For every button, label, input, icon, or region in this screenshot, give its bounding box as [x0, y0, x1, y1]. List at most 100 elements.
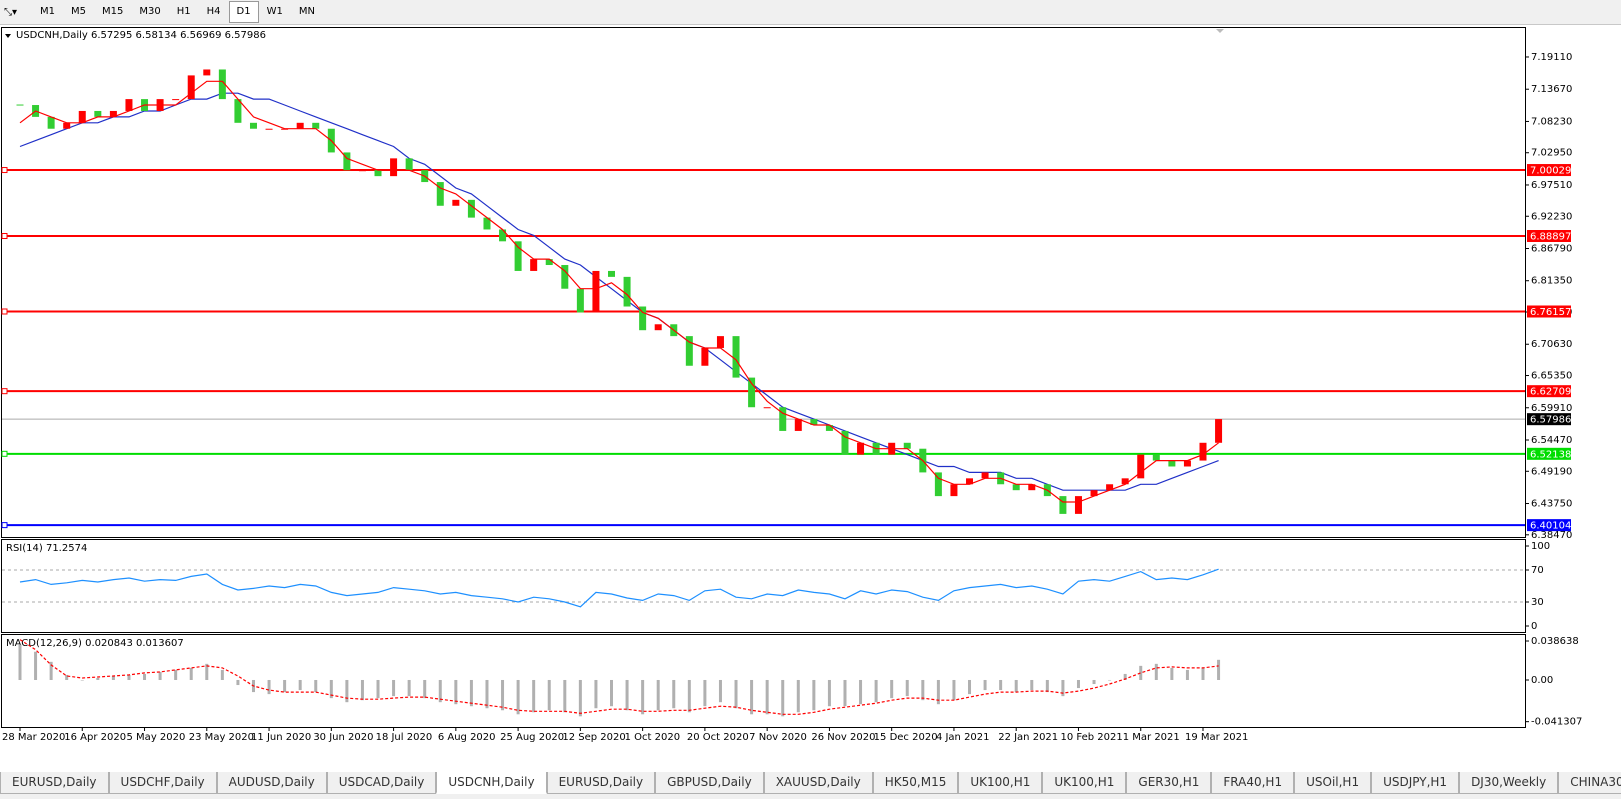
x-tick-label: 7 Nov 2020: [749, 732, 807, 743]
macd-bar: [734, 679, 738, 709]
level-label-bg: [1527, 230, 1571, 243]
y-tick-label: 6.70630: [1531, 339, 1572, 350]
timeframe-button[interactable]: H1: [176, 6, 191, 17]
chart-tab[interactable]: USDJPY,H1: [1371, 772, 1460, 794]
candle: [94, 110, 102, 117]
ma-fast: [19, 80, 1219, 503]
chart-tab[interactable]: HK50,M15: [872, 772, 959, 794]
chart-tab[interactable]: USOil,H1: [1294, 772, 1372, 794]
timeframe-button[interactable]: M5: [71, 6, 86, 17]
x-tick-label: 15 Dec 2020: [874, 732, 938, 743]
macd-bar: [594, 679, 598, 709]
timeframe-button[interactable]: D1: [228, 1, 259, 23]
macd-bar: [765, 679, 769, 715]
macd-bar: [1217, 659, 1221, 680]
macd-bar: [874, 679, 878, 703]
macd-bar: [1154, 663, 1158, 680]
y-tick-label: 6.86790: [1531, 243, 1572, 254]
macd-bar: [781, 679, 785, 717]
macd-signal: [19, 639, 1219, 715]
rsi-frame: [1, 539, 1526, 633]
candle: [1028, 484, 1036, 491]
x-tick-label: 20 Oct 2020: [687, 732, 749, 743]
timeframe-button[interactable]: M30: [139, 6, 161, 17]
macd-bar: [345, 679, 349, 703]
chart-tab[interactable]: USDCHF,Daily: [108, 772, 217, 794]
chart-tab[interactable]: UK100,H1: [1042, 772, 1127, 794]
chart-tab[interactable]: USDCNH,Daily: [436, 772, 547, 794]
macd-bar: [1061, 679, 1065, 697]
y-tick-label: -0.041307: [1531, 717, 1582, 728]
macd-bar: [454, 679, 458, 705]
candle: [561, 265, 569, 289]
macd-bar: [298, 679, 302, 691]
macd-bar: [1014, 679, 1018, 693]
macd-bar: [65, 674, 69, 680]
y-tick-label: 6.43750: [1531, 499, 1572, 510]
timeframe-button[interactable]: H4: [206, 6, 221, 17]
macd-bar: [999, 679, 1003, 691]
macd-frame: [1, 634, 1526, 728]
y-tick-label: 0.038638: [1531, 636, 1579, 647]
tool-icon[interactable]: ⤡▾: [4, 6, 18, 18]
chart-tab[interactable]: XAUUSD,Daily: [763, 772, 873, 794]
macd-bar: [750, 679, 754, 715]
candle: [483, 217, 491, 230]
candle: [312, 122, 320, 129]
level-label-bg: [1527, 447, 1571, 460]
y-tick-label: 0: [1531, 621, 1537, 632]
rsi-title: RSI(14) 71.2574: [6, 543, 87, 554]
candle: [249, 122, 257, 129]
candle: [1090, 490, 1098, 497]
chart-tab[interactable]: CHINA300,H1: [1558, 772, 1621, 794]
candle: [1137, 454, 1145, 479]
timeframe-button[interactable]: M15: [102, 6, 124, 17]
chart-tab[interactable]: UK100,H1: [958, 772, 1043, 794]
candle: [857, 442, 865, 455]
candle: [78, 110, 86, 123]
chart-tab[interactable]: AUDUSD,Daily: [216, 772, 327, 794]
y-tick-label: 7.13670: [1531, 84, 1572, 95]
chart-tab[interactable]: GER30,H1: [1126, 772, 1212, 794]
candle: [576, 288, 584, 313]
macd-bar: [952, 679, 956, 701]
macd-bar: [143, 673, 147, 680]
chart-tab[interactable]: EURUSD,Daily: [546, 772, 656, 794]
level-label: 6.88897: [1530, 232, 1571, 243]
macd-bar: [859, 679, 863, 705]
macd-bar: [485, 679, 489, 709]
level-anchor: [1, 167, 8, 174]
chart-tab[interactable]: EURUSD,Daily: [0, 772, 109, 794]
chart-tab[interactable]: DJ30,Weekly: [1459, 772, 1559, 794]
y-tick-label: 30: [1531, 597, 1544, 608]
candle: [390, 158, 398, 177]
timeframe-button[interactable]: W1: [266, 6, 283, 17]
candle: [654, 324, 662, 331]
menu-arrow: [5, 34, 11, 38]
macd-bar: [423, 679, 427, 699]
candle: [514, 241, 522, 271]
candle: [685, 336, 693, 366]
chart-tab[interactable]: GBPUSD,Daily: [655, 772, 764, 794]
candle: [47, 116, 55, 129]
macd-bar: [1030, 679, 1034, 691]
macd-bar: [174, 669, 178, 680]
macd-bar: [205, 663, 209, 680]
macd-bar: [1185, 669, 1189, 680]
level-label: 6.62709: [1530, 387, 1571, 398]
timeframe-button[interactable]: MN: [298, 6, 315, 17]
x-tick-label: 4 Jan 2021: [936, 732, 990, 743]
level-label-bg: [1527, 385, 1571, 398]
chart-tab[interactable]: FRA40,H1: [1211, 772, 1295, 794]
macd-bar: [1139, 665, 1143, 680]
macd-bar: [392, 679, 396, 697]
timeframe-button[interactable]: M1: [40, 6, 55, 17]
tab-bar: EURUSD,Daily USDCHF,Daily AUDUSD,Daily USDC…: [0, 772, 1621, 794]
macd-bar: [1108, 679, 1112, 681]
macd-bar: [469, 679, 473, 707]
chart-tab[interactable]: USDCAD,Daily: [326, 772, 437, 794]
candle: [1152, 454, 1160, 461]
candle: [1012, 484, 1020, 491]
candle: [841, 430, 849, 455]
candle: [374, 170, 382, 177]
